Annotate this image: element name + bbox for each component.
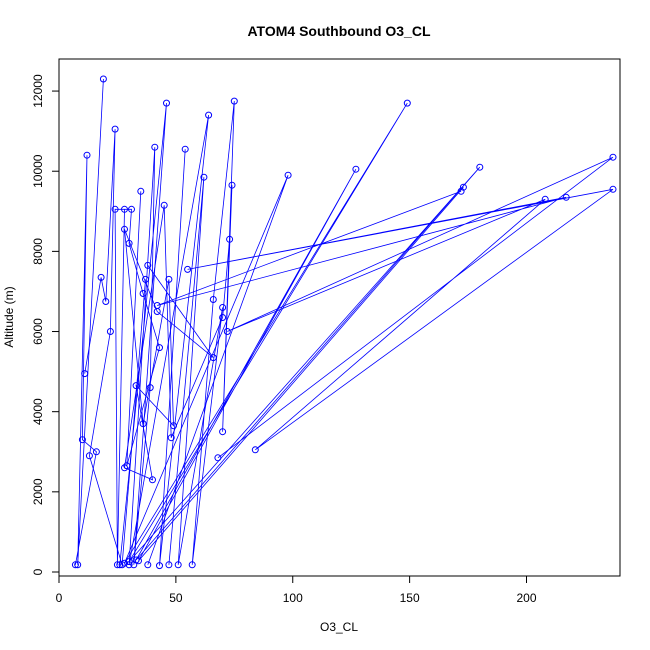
data-point [209,296,217,303]
data-point [226,235,234,243]
series-line [75,78,104,565]
data-point [219,428,227,436]
data-point [132,382,140,390]
data-point [200,173,208,181]
data-point [106,328,114,335]
x-axis-label: O3_CL [320,620,358,634]
data-point [228,181,236,189]
data-point [165,275,173,283]
data-point [74,561,82,569]
data-point [223,328,231,335]
data-point [562,193,570,201]
series-line [84,129,146,565]
series-5 [165,97,238,569]
data-point [209,354,217,362]
series-line [124,102,481,565]
series-1 [71,75,107,569]
data-point [137,187,145,195]
data-point [284,171,292,179]
data-point [113,561,121,569]
data-point [121,205,128,213]
data-point [188,561,196,569]
data-point [163,99,170,107]
y-axis: 0 2000 4000 6000 8000 10000 12000 [31,74,60,575]
data-point [214,454,222,462]
data-point [174,561,182,569]
series-8 [121,201,234,484]
data-point [121,559,128,567]
data-point [184,265,192,273]
x-tick-label: 150 [400,591,420,605]
y-tick-label: 4000 [31,398,45,425]
x-tick-label: 0 [56,591,63,605]
data-point [111,205,119,213]
data-point [71,561,79,569]
y-axis-label: Altitude (m) [2,286,16,347]
data-point [78,436,86,444]
data-point [111,125,119,133]
data-point [156,562,163,570]
x-tick-label: 50 [169,591,183,605]
data-point [167,434,175,442]
series-6 [121,99,484,569]
series-7 [153,153,617,462]
data-point [457,187,465,195]
data-point [219,304,227,311]
x-tick-label: 200 [516,591,536,605]
data-point [165,561,173,569]
y-tick-label: 2000 [31,478,45,505]
data-point [609,185,617,193]
data-point [153,308,161,315]
data-point [121,225,128,233]
series-layer [71,75,617,570]
data-point [219,314,227,321]
series-4 [116,99,213,570]
data-point [85,452,93,460]
y-tick-label: 12000 [31,74,45,108]
data-point [139,420,147,428]
data-point [81,370,89,378]
data-point [205,111,213,119]
series-line [124,205,230,481]
data-point [352,165,360,173]
data-point [181,145,189,153]
data-point [541,195,549,203]
data-point [151,143,159,151]
plot-frame [58,58,621,577]
series-line [119,103,209,566]
data-point [144,561,152,569]
x-axis: 0 50 100 150 200 [56,575,537,605]
data-point [609,153,617,161]
data-point [99,75,107,83]
data-point [128,205,135,213]
data-point [170,422,177,430]
data-point [92,448,100,456]
data-point [83,151,91,159]
data-point [160,201,168,209]
data-point [251,446,259,454]
data-point [476,163,484,171]
data-point [403,99,411,107]
data-point [102,298,110,305]
data-point [116,561,124,569]
data-point [125,561,133,569]
data-point [125,558,133,566]
y-tick-label: 8000 [31,238,45,265]
data-point [459,183,467,191]
data-point [230,97,238,105]
x-tick-label: 100 [283,591,303,605]
data-point [97,273,105,281]
data-point [135,557,142,565]
data-point [121,464,128,472]
chart-title: ATOM4 Southbound O3_CL [247,23,430,39]
y-tick-label: 6000 [31,318,45,345]
series-line [157,156,614,459]
data-point [144,261,152,269]
y-tick-label: 10000 [31,154,45,188]
y-tick-label: 0 [31,568,45,575]
data-point [149,476,156,484]
